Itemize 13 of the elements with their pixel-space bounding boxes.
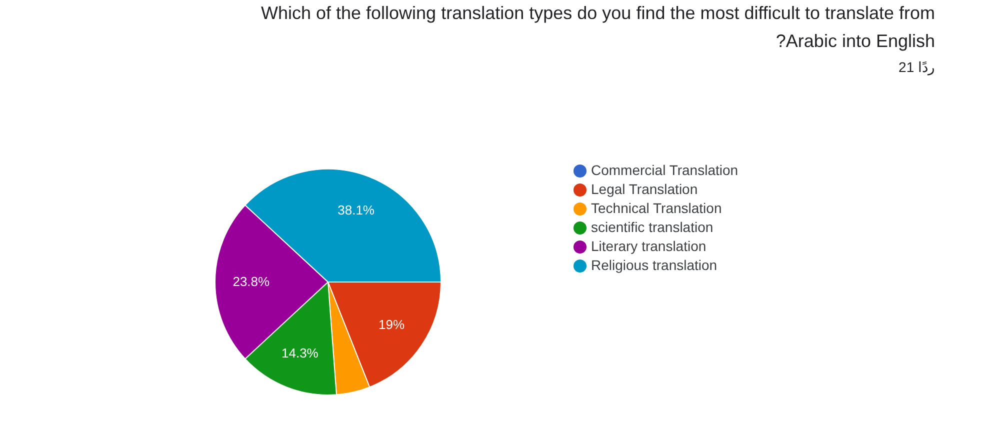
text: Which of the following translation types do you find the most difficult to translate from: [260, 3, 935, 23]
text: 21 ردًا: [898, 59, 935, 76]
text: ?Arabic into English: [776, 31, 935, 51]
data-label: 38.1%: [338, 202, 375, 218]
legend-label: Commercial Translation: [591, 162, 738, 178]
legend-label: Technical Translation: [591, 200, 722, 216]
data-label: 19%: [378, 317, 405, 332]
legend-label: scientific translation: [591, 219, 714, 235]
legend-label: Literary translation: [591, 238, 706, 254]
legend-label: Religious translation: [591, 257, 718, 273]
legend-label: Legal Translation: [591, 181, 698, 197]
data-label: 23.8%: [232, 274, 270, 289]
data-label: 14.3%: [282, 346, 319, 361]
